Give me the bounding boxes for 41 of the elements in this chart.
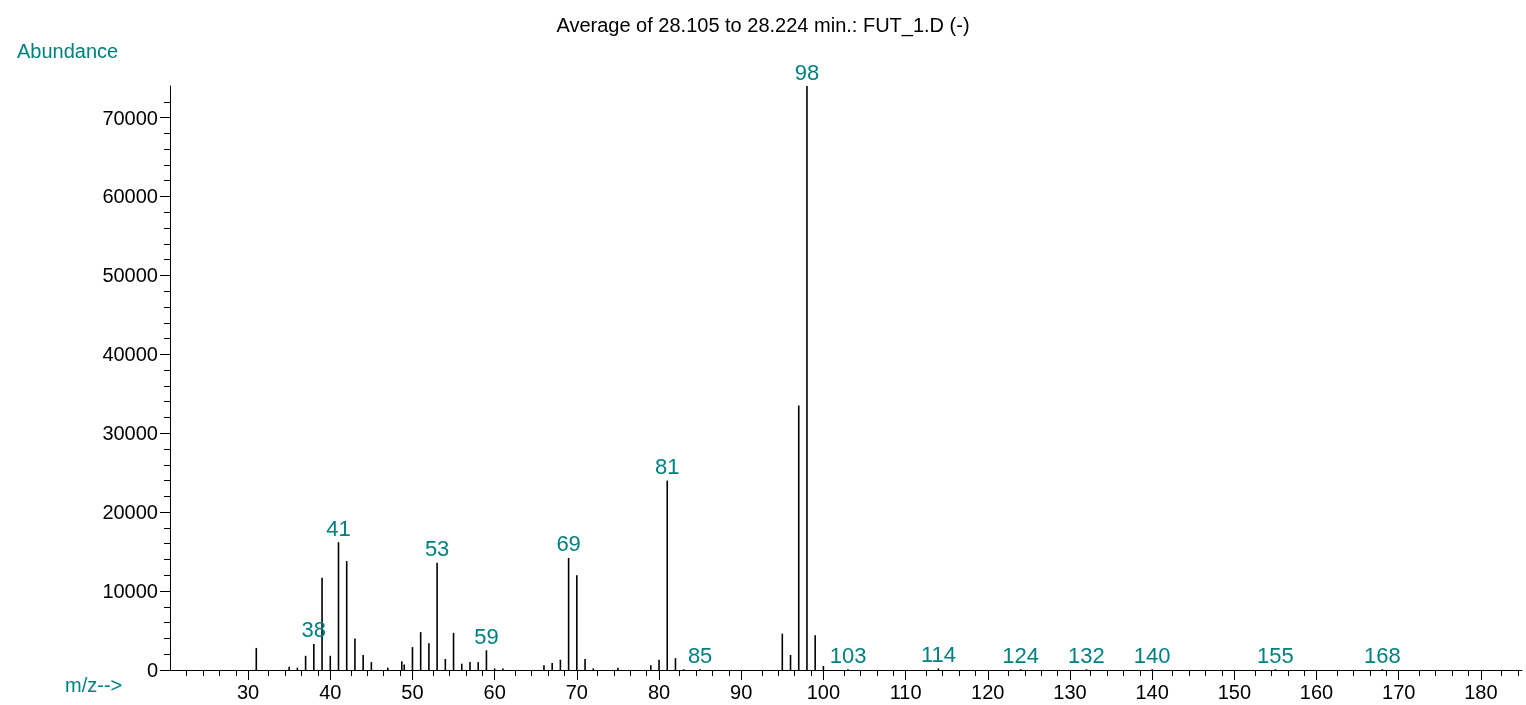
- y-tick-label: 0: [146, 659, 158, 681]
- y-tick-label: 10000: [102, 580, 158, 603]
- x-tick-label: 70: [565, 681, 588, 703]
- x-tick-label: 40: [319, 681, 342, 703]
- x-tick-label: 160: [1299, 681, 1334, 703]
- y-axis-title: Abundance: [17, 40, 119, 62]
- annotation: 132: [1068, 642, 1105, 668]
- y-tick-label: 20000: [102, 501, 158, 524]
- annotation: 140: [1133, 642, 1171, 668]
- annotation: 81: [655, 454, 680, 480]
- x-tick-label: 120: [971, 681, 1005, 703]
- annotation: 41: [326, 515, 351, 541]
- y-tick-label: 30000: [102, 422, 158, 445]
- x-tick-label: 110: [889, 681, 922, 703]
- x-tick-label: 150: [1217, 681, 1252, 703]
- annotation: 98: [794, 59, 820, 85]
- annotation: 168: [1363, 642, 1401, 668]
- x-tick-label: 60: [483, 681, 506, 703]
- x-tick-label: 80: [647, 681, 671, 703]
- x-tick-label: 100: [806, 681, 841, 703]
- annotation: 114: [920, 641, 956, 667]
- annotation: 124: [1002, 642, 1040, 668]
- annotation: 69: [556, 531, 581, 557]
- annotation: 53: [424, 536, 450, 562]
- x-tick-label: 90: [730, 681, 753, 703]
- x-tick-label: 170: [1382, 681, 1416, 703]
- x-tick-label: 30: [236, 681, 260, 703]
- x-tick-label: 130: [1053, 681, 1087, 703]
- x-axis-title: m/z-->: [65, 674, 123, 696]
- x-tick-label: 180: [1464, 681, 1498, 703]
- x-tick-label: 140: [1135, 681, 1169, 703]
- annotation: 155: [1257, 642, 1294, 668]
- y-tick-label: 70000: [102, 106, 158, 129]
- x-tick-label: 50: [401, 681, 424, 703]
- y-tick-label: 50000: [102, 264, 158, 287]
- annotation: 59: [474, 623, 499, 649]
- annotation: 85: [687, 642, 713, 668]
- y-tick-label: 40000: [102, 343, 158, 366]
- chart-title: Average of 28.105 to 28.224 min.: FUT_1.D (-): [556, 14, 970, 37]
- y-tick-label: 60000: [102, 185, 158, 208]
- annotation: 103: [829, 642, 867, 668]
